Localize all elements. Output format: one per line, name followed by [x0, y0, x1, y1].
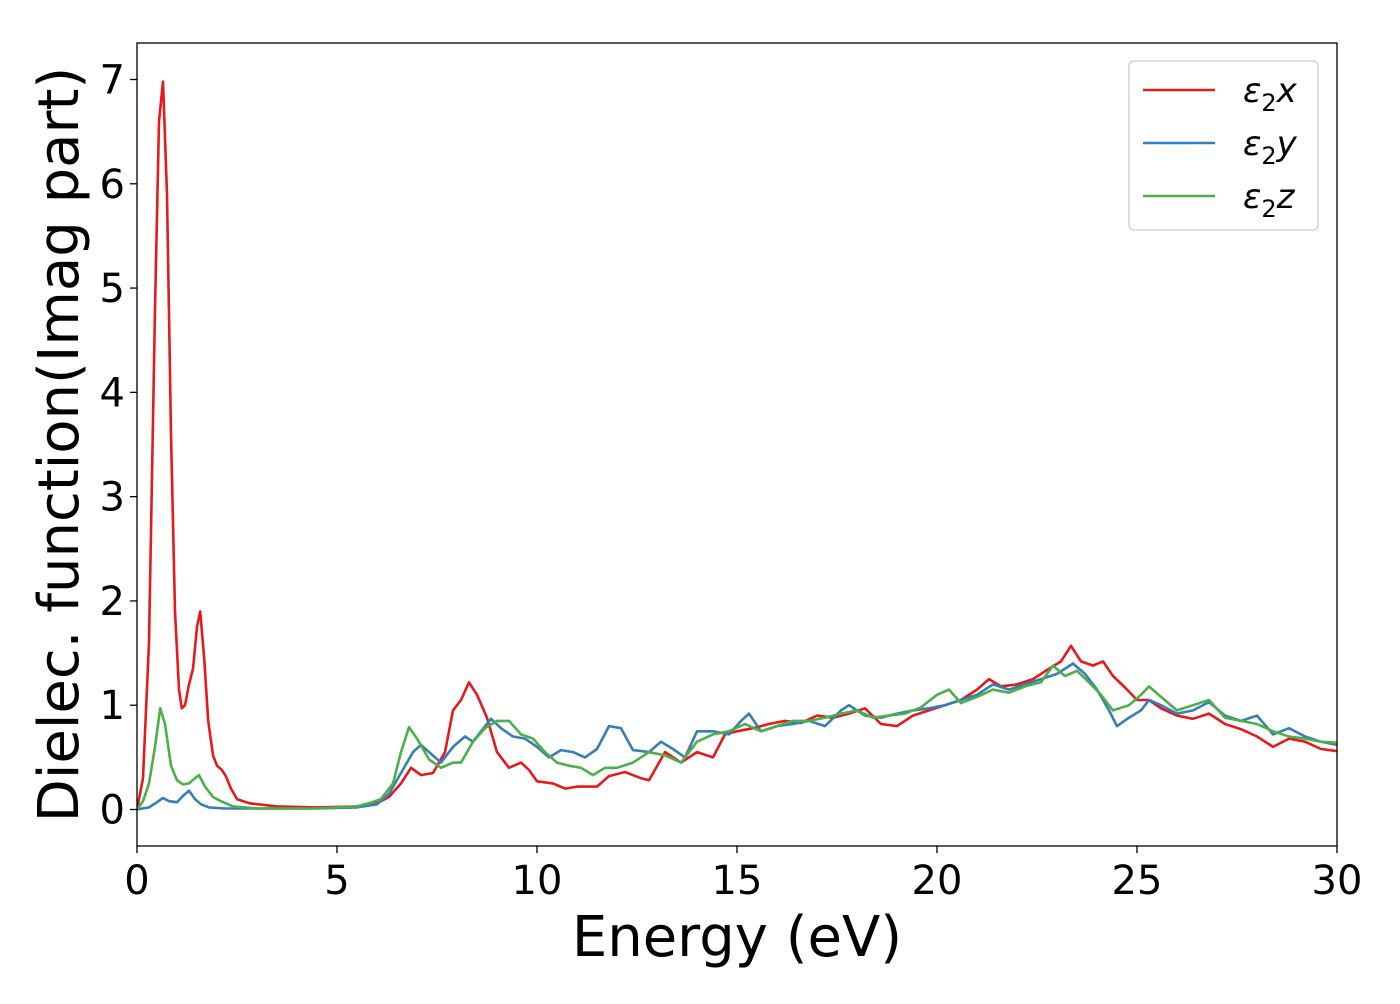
- x-axis-title: Energy (eV): [572, 905, 902, 970]
- x-tick-label: 20: [912, 858, 963, 904]
- y-tick-label: 5: [100, 266, 125, 312]
- y-tick-label: 1: [100, 683, 125, 729]
- legend-label-y: ε2y: [1243, 124, 1298, 170]
- y-tick-label: 7: [100, 58, 125, 104]
- series-layer: [137, 80, 1337, 811]
- x-tick-label: 25: [1112, 858, 1163, 904]
- x-tick-label: 10: [512, 858, 563, 904]
- legend-label-z: ε2z: [1243, 177, 1296, 223]
- x-axis-ticks: 0 5 10 15 20 25 30: [124, 846, 1362, 904]
- y-tick-label: 4: [100, 370, 125, 416]
- y-axis-ticks: 0 1 2 3 4 5 6 7: [100, 58, 137, 834]
- y-tick-label: 6: [100, 162, 125, 208]
- legend-symbol: ε: [1243, 71, 1261, 111]
- x-tick-label: 15: [712, 858, 763, 904]
- y-tick-label: 0: [100, 788, 125, 834]
- legend-component: x: [1276, 71, 1298, 111]
- legend-component: z: [1276, 177, 1296, 217]
- legend-box: [1128, 60, 1319, 231]
- legend-subscript: 2: [1261, 142, 1276, 170]
- series-line-x: [137, 80, 1337, 811]
- y-tick-label: 3: [100, 475, 125, 521]
- series-line-y: [137, 662, 1337, 811]
- x-tick-label: 5: [324, 858, 349, 904]
- legend-subscript: 2: [1261, 195, 1276, 223]
- legend-label-x: ε2x: [1243, 71, 1298, 117]
- legend-component: y: [1276, 124, 1298, 164]
- y-axis-title: Dielec. function(Imag part): [27, 67, 92, 823]
- series-line-z: [137, 664, 1337, 811]
- legend-symbol: ε: [1243, 177, 1261, 217]
- legend-symbol: ε: [1243, 124, 1261, 164]
- y-tick-label: 2: [100, 579, 125, 625]
- x-tick-label: 30: [1312, 858, 1363, 904]
- legend-subscript: 2: [1261, 89, 1276, 117]
- x-tick-label: 0: [124, 858, 149, 904]
